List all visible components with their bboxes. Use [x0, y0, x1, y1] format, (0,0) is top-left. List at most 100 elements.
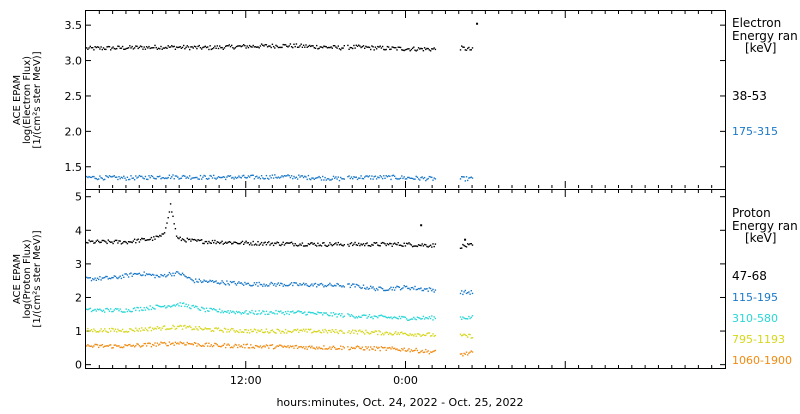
data-point	[98, 331, 100, 333]
data-point	[265, 344, 268, 346]
data-point	[381, 45, 384, 48]
data-point	[167, 274, 169, 276]
data-point	[301, 175, 304, 177]
data-point	[393, 332, 396, 334]
data-point	[129, 178, 131, 181]
data-point	[233, 48, 235, 50]
data-point	[310, 45, 312, 48]
y-tick-label: 1.5	[65, 161, 83, 174]
data-point	[119, 47, 121, 49]
data-point	[154, 238, 156, 240]
data-point	[298, 331, 300, 333]
data-point	[408, 319, 410, 321]
data-point	[289, 43, 292, 45]
data-point	[163, 325, 166, 327]
data-point	[275, 309, 277, 312]
data-point	[190, 240, 192, 242]
data-point	[380, 287, 383, 289]
data-point	[413, 245, 415, 247]
data-point	[471, 47, 474, 49]
data-point	[425, 316, 427, 319]
data-point	[185, 177, 187, 179]
data-point	[463, 352, 465, 355]
data-point	[150, 47, 153, 49]
data-point	[278, 311, 281, 313]
data-point	[190, 326, 192, 329]
data-point	[312, 45, 314, 47]
data-point	[434, 289, 437, 291]
data-point	[93, 175, 95, 178]
data-point	[142, 344, 144, 347]
data-point	[420, 47, 422, 50]
data-point	[325, 46, 327, 48]
data-point	[247, 329, 250, 332]
data-point	[286, 332, 288, 334]
outlier-point	[464, 238, 467, 241]
data-point	[335, 313, 337, 315]
data-point	[274, 331, 276, 334]
data-point	[329, 329, 331, 332]
data-point	[271, 344, 274, 346]
data-point	[302, 176, 305, 179]
data-point	[102, 239, 105, 242]
data-point	[119, 177, 121, 180]
data-point	[238, 311, 240, 313]
data-point	[431, 335, 433, 337]
data-point	[337, 313, 339, 316]
data-point	[341, 348, 343, 351]
data-point	[210, 175, 212, 177]
data-point	[120, 47, 123, 49]
series-310-580	[86, 302, 474, 321]
data-point	[432, 243, 434, 245]
data-point	[202, 281, 204, 283]
data-point	[372, 348, 374, 350]
data-point	[217, 241, 220, 244]
data-point	[125, 47, 127, 50]
data-point	[423, 47, 426, 49]
data-point	[209, 242, 211, 244]
y-tick-label: 2.5	[65, 90, 83, 103]
data-point	[379, 349, 381, 352]
data-point	[221, 240, 223, 242]
data-point	[411, 350, 414, 352]
data-point	[356, 317, 359, 319]
data-point	[378, 46, 380, 48]
data-point	[391, 46, 393, 48]
data-point	[203, 174, 205, 177]
data-point	[462, 243, 464, 246]
data-point	[244, 45, 246, 47]
data-point	[290, 282, 293, 284]
data-point	[263, 310, 265, 313]
data-point	[179, 177, 181, 180]
data-point	[343, 178, 345, 180]
data-point	[378, 315, 380, 317]
data-point	[299, 311, 301, 313]
data-point	[468, 243, 470, 246]
data-point	[386, 317, 389, 319]
data-point	[305, 328, 307, 331]
data-point	[229, 241, 232, 243]
data-point	[145, 46, 148, 48]
data-point	[372, 46, 374, 48]
data-point	[124, 331, 126, 333]
data-point	[422, 177, 425, 180]
data-point	[353, 316, 355, 318]
data-point	[259, 178, 262, 180]
data-point	[256, 331, 258, 334]
data-point	[192, 328, 194, 330]
data-point	[323, 45, 325, 47]
data-point	[407, 319, 409, 321]
data-point	[253, 46, 256, 48]
data-point	[356, 178, 359, 181]
data-point	[463, 176, 465, 178]
data-point	[227, 310, 229, 312]
data-point	[417, 244, 420, 246]
data-point	[386, 347, 389, 349]
data-point	[175, 342, 178, 345]
data-point	[141, 274, 143, 277]
data-point	[124, 273, 126, 275]
data-point	[332, 312, 335, 314]
data-point	[298, 244, 300, 247]
data-point	[278, 284, 281, 286]
data-point	[195, 176, 197, 179]
